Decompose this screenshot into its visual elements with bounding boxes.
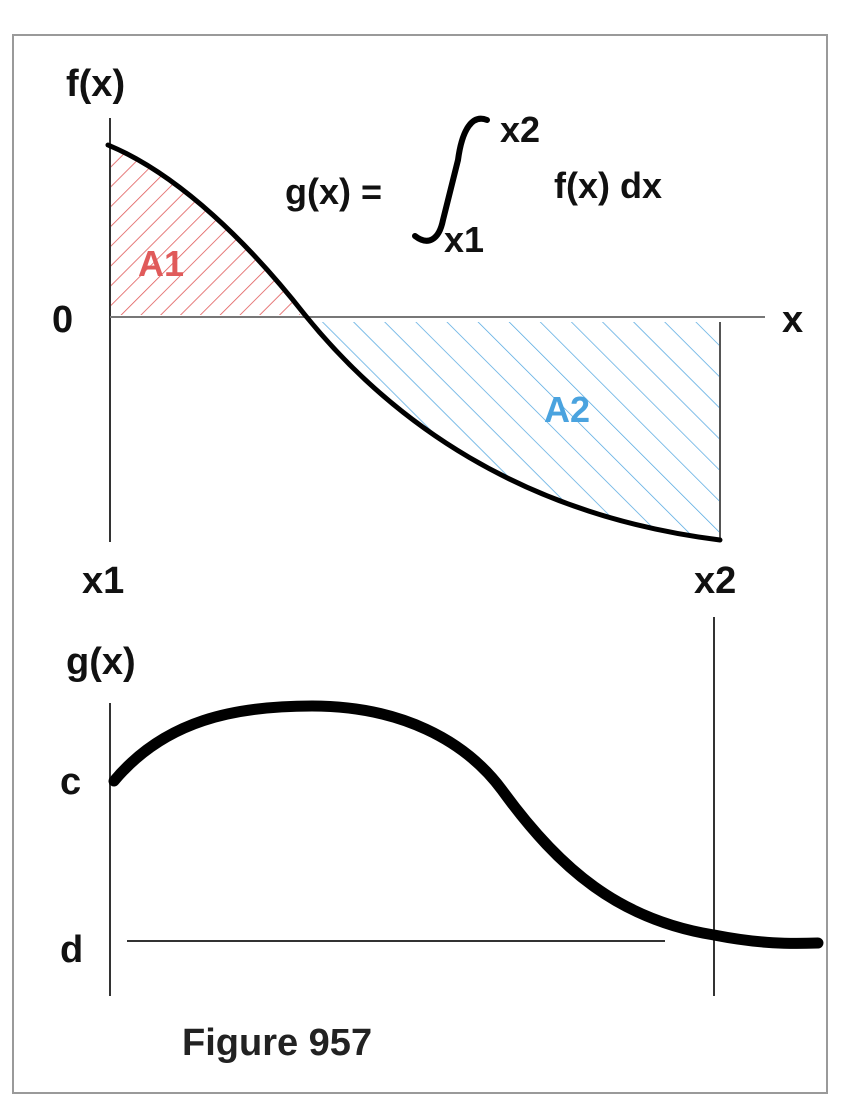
integral-formula: g(x) = x2 x1 f(x) dx [285, 109, 662, 260]
formula-integrand: f(x) dx [554, 165, 662, 206]
f-x-axis-label: x [782, 299, 803, 341]
top-plot: f(x) x 0 x1 x2 A1 A2 g(x) = x2 x1 f(x) d… [52, 63, 803, 602]
formula-lhs: g(x) = [285, 171, 382, 212]
area-a1-label: A1 [138, 243, 184, 284]
f-y-axis-label: f(x) [66, 63, 125, 105]
area-a2-label: A2 [544, 389, 590, 430]
figure-frame [12, 34, 828, 1094]
formula-lower-limit: x1 [444, 219, 484, 260]
figure-caption: Figure 957 [182, 1022, 373, 1064]
x1-label: x1 [82, 560, 124, 602]
x2-label: x2 [694, 560, 736, 602]
f-curve [105, 142, 723, 543]
g-y-axis-label: g(x) [66, 641, 136, 683]
zero-label: 0 [52, 299, 73, 341]
g-curve [108, 700, 824, 949]
level-d-label: d [60, 929, 83, 971]
area-a1-hatch [110, 145, 300, 315]
integral-sign [412, 115, 490, 244]
area-a2-hatch [305, 322, 720, 540]
bottom-plot: g(x) c d [60, 617, 824, 996]
level-c-label: c [60, 761, 81, 803]
formula-upper-limit: x2 [500, 109, 540, 150]
